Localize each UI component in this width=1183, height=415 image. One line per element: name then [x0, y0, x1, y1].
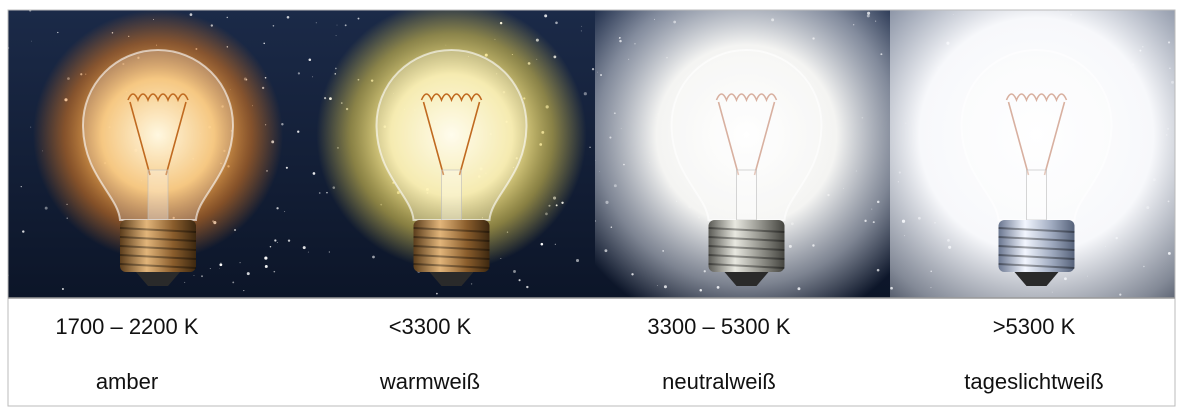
- star: [372, 256, 375, 259]
- star: [526, 286, 528, 288]
- bulb-panel: 3300 – 5300 K neutralweiß: [547, 0, 947, 394]
- star: [555, 21, 558, 24]
- stem: [148, 170, 168, 220]
- star: [584, 92, 587, 95]
- star: [45, 207, 48, 210]
- figure: 1700 – 2200 K amber <3300 K warmweiß 3300 – …: [0, 0, 1183, 415]
- star: [287, 16, 290, 19]
- star: [240, 262, 241, 263]
- star: [336, 35, 337, 36]
- light-name: neutralweiß: [662, 369, 776, 394]
- star: [284, 211, 285, 212]
- star: [221, 262, 222, 263]
- star: [210, 268, 211, 269]
- star: [329, 251, 330, 252]
- stem: [737, 170, 757, 220]
- panel-image: [300, 0, 595, 298]
- star: [270, 246, 271, 247]
- star: [184, 282, 185, 283]
- star: [544, 14, 547, 17]
- star: [232, 281, 234, 283]
- star: [276, 207, 278, 209]
- page: 1700 – 2200 K amber <3300 K warmweiß 3300 – …: [0, 0, 1183, 415]
- star: [581, 30, 582, 31]
- temperature: 1700 – 2200 K: [55, 314, 198, 339]
- star: [576, 259, 579, 262]
- star: [513, 270, 516, 273]
- star: [519, 279, 521, 281]
- temperature: >5300 K: [993, 314, 1076, 339]
- star: [436, 293, 438, 295]
- star: [201, 275, 203, 277]
- star: [265, 265, 268, 268]
- star: [326, 192, 328, 194]
- star: [313, 172, 316, 175]
- star: [298, 72, 300, 74]
- star: [194, 275, 195, 276]
- star: [303, 246, 306, 249]
- star: [22, 230, 24, 232]
- star: [277, 242, 278, 243]
- stem: [442, 170, 462, 220]
- light-name: amber: [96, 369, 158, 394]
- star: [274, 271, 276, 273]
- star: [264, 256, 267, 259]
- star: [309, 58, 312, 61]
- star: [555, 244, 556, 245]
- stem: [1027, 170, 1047, 220]
- temperature: <3300 K: [389, 314, 472, 339]
- star: [21, 186, 22, 187]
- star: [30, 127, 31, 128]
- star: [286, 167, 288, 169]
- star: [219, 268, 220, 269]
- star: [273, 25, 275, 27]
- star: [471, 283, 472, 284]
- star: [297, 131, 299, 133]
- star: [274, 239, 276, 241]
- panel-image: [7, 9, 300, 298]
- panel-image: [547, 0, 947, 335]
- bulb-panel: 1700 – 2200 K amber: [7, 9, 300, 393]
- light-name: tageslichtweiß: [964, 369, 1103, 394]
- star: [316, 22, 317, 23]
- star: [319, 192, 321, 194]
- light-name: warmweiß: [379, 369, 480, 394]
- star: [263, 43, 264, 44]
- star: [345, 24, 347, 26]
- star: [31, 41, 32, 42]
- star: [312, 76, 313, 77]
- star: [589, 147, 590, 148]
- star: [57, 32, 58, 33]
- star: [308, 252, 309, 253]
- star: [592, 68, 594, 70]
- star: [247, 272, 250, 275]
- star: [219, 263, 222, 266]
- star: [581, 26, 582, 27]
- bulb-panel: <3300 K warmweiß: [300, 0, 595, 394]
- star: [358, 18, 360, 20]
- star: [541, 243, 544, 246]
- temperature: 3300 – 5300 K: [647, 314, 790, 339]
- star: [227, 17, 228, 18]
- star: [288, 240, 290, 242]
- star: [243, 290, 244, 291]
- star: [62, 288, 64, 290]
- star: [337, 25, 338, 26]
